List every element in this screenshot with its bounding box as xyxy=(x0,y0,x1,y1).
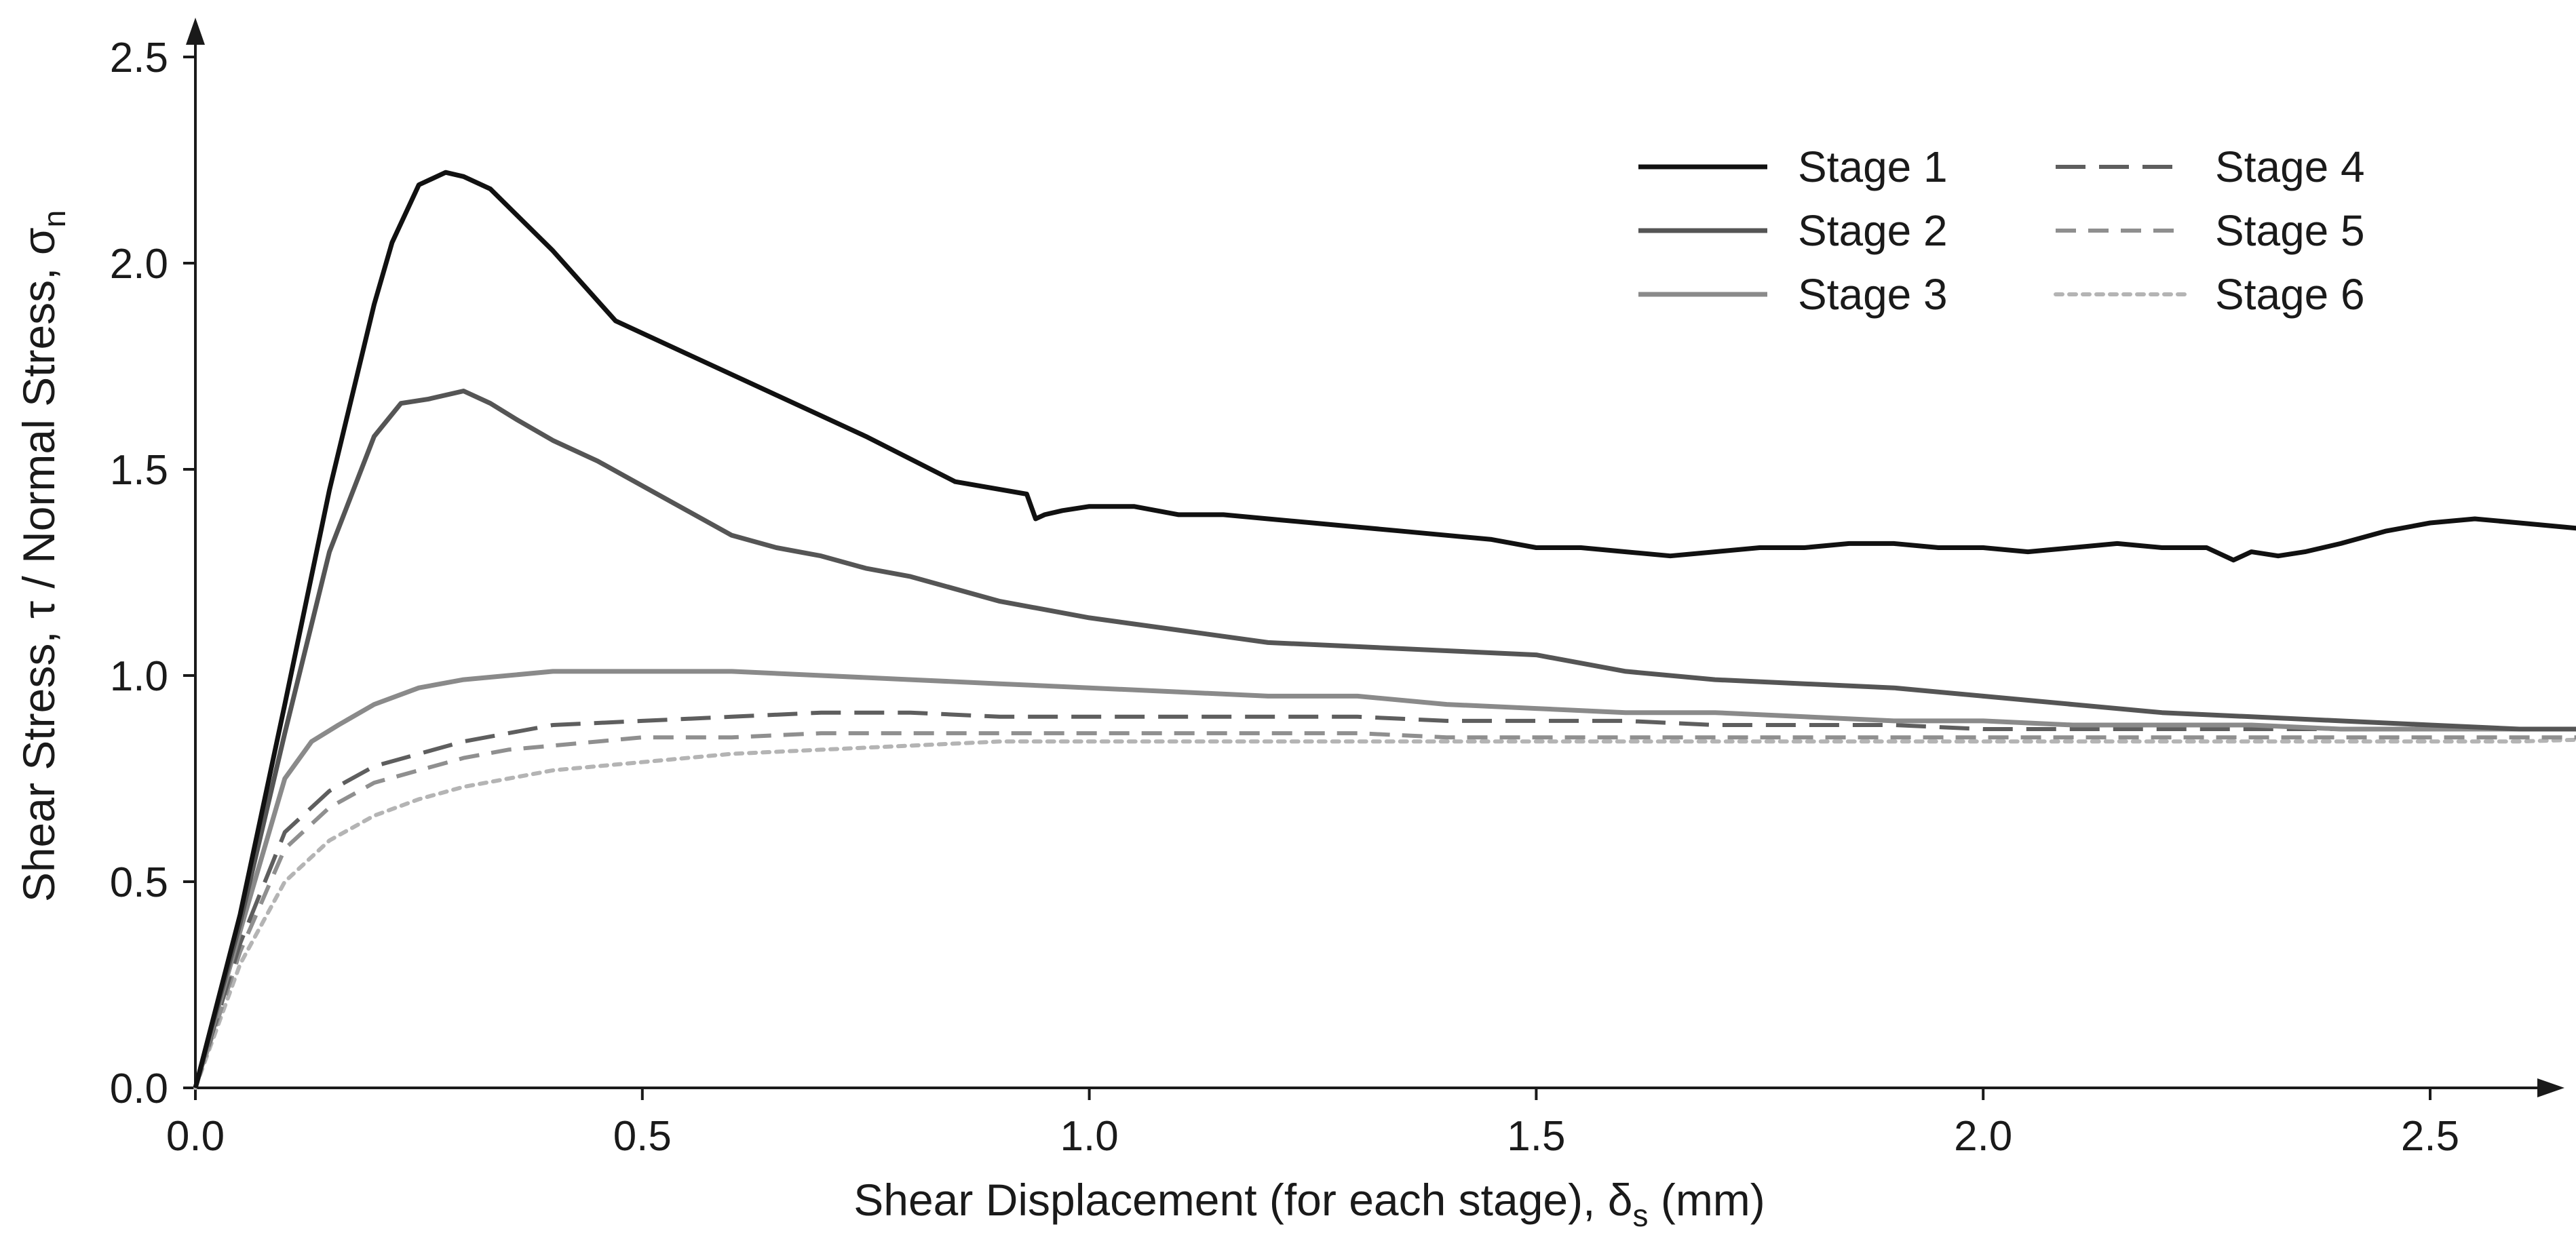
legend-label-stage-6: Stage 6 xyxy=(2215,270,2365,319)
x-tick-label: 2.5 xyxy=(2401,1113,2459,1160)
x-axis-ticks: 0.0 0.5 1.0 1.5 2.0 2.5 xyxy=(166,1088,2459,1160)
legend-label-stage-4: Stage 4 xyxy=(2215,142,2365,191)
legend-label-stage-2: Stage 2 xyxy=(1798,206,1948,255)
y-axis-label: Shear Stress, τ / Normal Stress, σn xyxy=(14,210,72,902)
y-axis-arrow-icon xyxy=(186,18,205,45)
x-tick-label: 0.0 xyxy=(166,1113,225,1160)
y-tick-label: 1.0 xyxy=(110,653,168,700)
x-tick-label: 1.0 xyxy=(1060,1113,1118,1160)
x-tick-label: 1.5 xyxy=(1507,1113,1565,1160)
legend: Stage 1 Stage 2 Stage 3 Stage 4 Stage 5 Stage… xyxy=(1638,142,2365,319)
data-series xyxy=(193,170,2576,1090)
series-line-stage-4 xyxy=(193,710,2576,1089)
series-line-stage-6 xyxy=(193,737,2576,1090)
legend-label-stage-1: Stage 1 xyxy=(1798,142,1948,191)
x-axis-arrow-icon xyxy=(2537,1078,2564,1097)
series-line-stage-5 xyxy=(193,731,2576,1089)
y-axis-ticks: 0.0 0.5 1.0 1.5 2.0 2.5 xyxy=(110,35,195,1112)
y-tick-label: 0.0 xyxy=(110,1065,168,1112)
axes: 0.0 0.5 1.0 1.5 2.0 2.5 0.0 0.5 1.0 1.5 2.0 2.5 xyxy=(110,18,2564,1160)
x-tick-label: 0.5 xyxy=(613,1113,672,1160)
legend-label-stage-3: Stage 3 xyxy=(1798,270,1948,319)
y-tick-label: 0.5 xyxy=(110,859,168,906)
y-tick-label: 2.0 xyxy=(110,241,168,288)
series-line-stage-3 xyxy=(193,669,2576,1089)
x-tick-label: 2.0 xyxy=(1954,1113,2012,1160)
y-tick-label: 2.5 xyxy=(110,35,168,81)
series-line-stage-1 xyxy=(193,170,2576,1089)
series-line-stage-2 xyxy=(193,389,2576,1089)
legend-label-stage-5: Stage 5 xyxy=(2215,206,2365,255)
y-tick-label: 1.5 xyxy=(110,447,168,494)
x-axis-label: Shear Displacement (for each stage), δs … xyxy=(853,1175,1765,1233)
